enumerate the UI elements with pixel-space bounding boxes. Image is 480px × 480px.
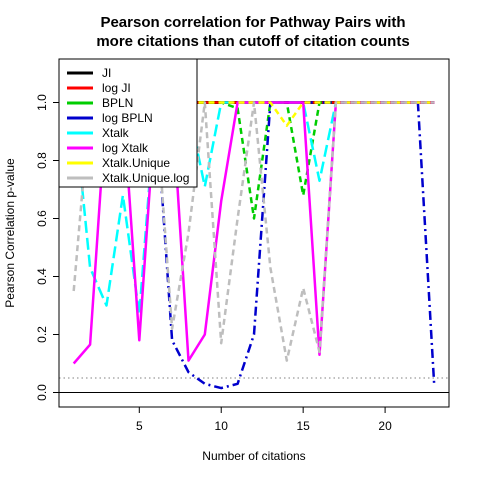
y-axis: 0.0 0.2 0.4 0.6 0.8 1.0 <box>35 94 59 401</box>
legend-label: Xtalk <box>102 126 130 140</box>
y-tick-label: 0.6 <box>35 210 49 227</box>
x-tick-label: 15 <box>296 419 310 433</box>
legend-label: log BPLN <box>102 111 153 125</box>
legend-label: log Xtalk <box>102 141 149 155</box>
legend-label: Xtalk.Unique.log <box>102 171 189 185</box>
legend-label: BPLN <box>102 96 133 110</box>
x-axis-label: Number of citations <box>202 449 305 463</box>
series-line-xtalk-unique <box>188 101 435 127</box>
series-line-bpln <box>188 101 435 220</box>
chart-title-line-1: Pearson correlation for Pathway Pairs wi… <box>100 14 405 31</box>
y-axis-label: Pearson Correlation p-value <box>3 158 17 308</box>
legend-box <box>58 58 198 188</box>
x-tick-label: 20 <box>378 419 392 433</box>
y-tick-label: 1.0 <box>35 94 49 111</box>
legend-label: Xtalk.Unique <box>102 156 170 170</box>
y-tick-label: 0.0 <box>35 384 49 401</box>
x-axis: 5 10 15 20 <box>136 407 392 433</box>
y-tick-label: 0.4 <box>35 268 49 285</box>
plot-frame <box>58 58 450 408</box>
y-tick-label: 0.8 <box>35 152 49 169</box>
x-tick-label: 10 <box>215 419 229 433</box>
legend-label: log JI <box>102 81 131 95</box>
y-tick-label: 0.2 <box>35 326 49 343</box>
reference-lines <box>59 377 449 393</box>
x-tick-label: 5 <box>136 419 143 433</box>
legend-label: JI <box>102 66 111 80</box>
chart-title-line-2: more citations than cutoff of citation c… <box>96 33 409 50</box>
